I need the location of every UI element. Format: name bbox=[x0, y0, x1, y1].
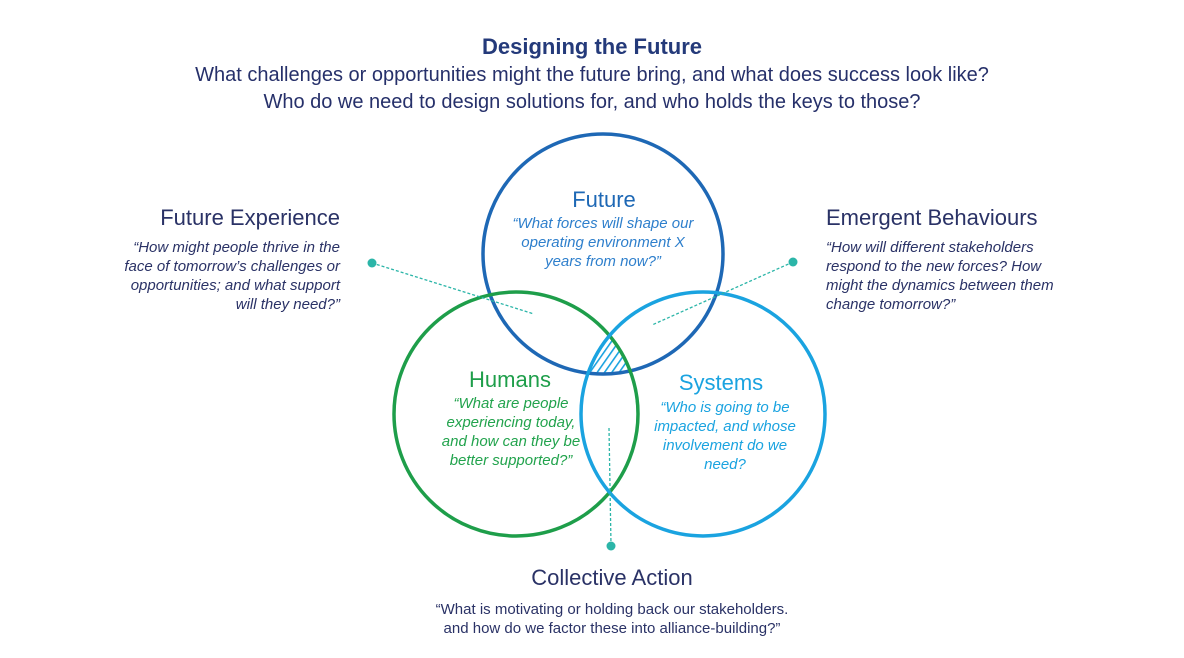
quote-line: impacted, and whose bbox=[654, 418, 796, 435]
quote-line: “How might people thrive in the bbox=[133, 239, 340, 256]
quote-line: experiencing today, bbox=[446, 414, 576, 431]
systems-circle bbox=[579, 290, 827, 538]
quote-line: “What is motivating or holding back our … bbox=[435, 601, 789, 618]
emergent-behaviours-heading: Emergent Behaviours bbox=[826, 205, 1038, 230]
quote-line: “Who is going to be bbox=[660, 399, 790, 416]
future-heading: Future bbox=[572, 187, 636, 212]
subtitle-line-2: Who do we need to design solutions for, … bbox=[263, 91, 921, 113]
quote-line: years from now?” bbox=[545, 253, 661, 270]
connector-line bbox=[608, 427, 612, 546]
connector-dot bbox=[606, 541, 616, 551]
quote-line: operating environment X bbox=[521, 234, 685, 251]
emergent-behaviours-quote: “How will different stakeholders respond… bbox=[826, 238, 1096, 314]
quote-line: will they need?” bbox=[235, 296, 340, 313]
quote-line: face of tomorrow’s challenges or bbox=[124, 258, 340, 275]
quote-line: change tomorrow?” bbox=[826, 296, 956, 313]
quote-line: and how can they be bbox=[441, 433, 581, 450]
connector-dot bbox=[367, 258, 377, 268]
future-quote: “What forces will shape our operating en… bbox=[490, 214, 716, 271]
quote-line: “How will different stakeholders bbox=[826, 239, 1034, 256]
quote-line: might the dynamics between them bbox=[826, 277, 1054, 294]
connector-dot bbox=[788, 257, 798, 267]
collective-action-quote: “What is motivating or holding back our … bbox=[372, 600, 852, 638]
quote-line: and how do we factor these into alliance… bbox=[443, 620, 781, 637]
page-title: Designing the Future bbox=[482, 34, 702, 59]
quote-line: “What are people bbox=[453, 395, 569, 412]
humans-circle bbox=[392, 290, 640, 538]
humans-quote: “What are people experiencing today, and… bbox=[416, 394, 606, 470]
quote-line: respond to the new forces? How bbox=[826, 258, 1042, 275]
humans-heading: Humans bbox=[469, 367, 551, 392]
quote-line: need? bbox=[704, 456, 746, 473]
connector-future-experience bbox=[367, 258, 535, 315]
quote-line: better supported?” bbox=[449, 452, 573, 469]
subtitle-line-1: What challenges or opportunities might t… bbox=[195, 64, 989, 86]
collective-action-heading: Collective Action bbox=[531, 565, 693, 590]
future-experience-heading: Future Experience bbox=[160, 205, 340, 230]
connector-line bbox=[651, 261, 794, 326]
quote-line: involvement do we bbox=[662, 437, 788, 454]
quote-line: “What forces will shape our bbox=[512, 215, 694, 232]
future-experience-quote: “How might people thrive in the face of … bbox=[78, 238, 340, 314]
quote-line: opportunities; and what support bbox=[130, 277, 340, 294]
future-circle bbox=[481, 132, 725, 376]
connector-emergent-behaviours bbox=[651, 257, 798, 326]
connector-line bbox=[371, 262, 535, 315]
systems-heading: Systems bbox=[678, 370, 764, 395]
systems-quote: “Who is going to be impacted, and whose … bbox=[636, 398, 814, 474]
connector-collective-action bbox=[606, 427, 616, 551]
